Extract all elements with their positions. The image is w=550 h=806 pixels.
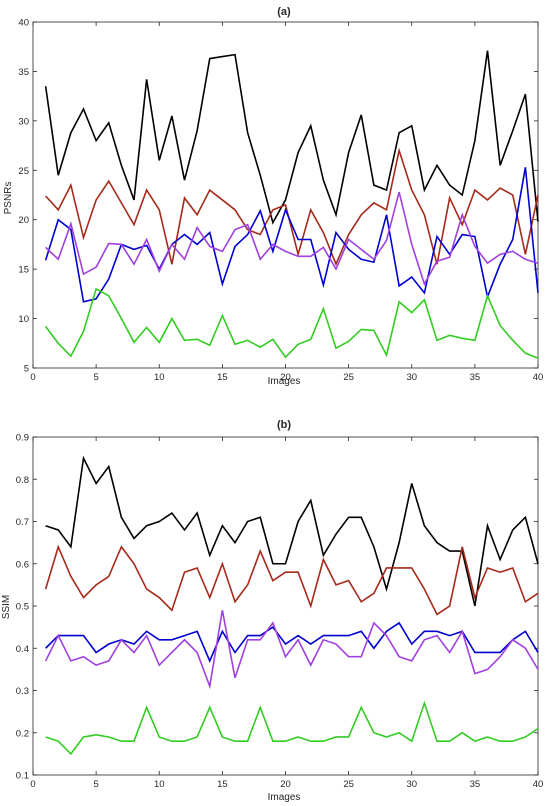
x-tick-label: 0 — [30, 372, 35, 383]
x-tick-label: 30 — [406, 372, 417, 383]
series-line-1 — [44, 50, 539, 225]
y-tick-label: 0.5 — [16, 602, 29, 613]
x-axis-label-b: Images — [268, 792, 301, 803]
x-tick-label: 10 — [154, 779, 165, 790]
x-tick-label: 30 — [406, 779, 417, 790]
series-line-2 — [45, 147, 539, 267]
y-tick-label: 10 — [18, 314, 29, 325]
x-tick-label: 40 — [533, 779, 544, 790]
y-tick-label: 0.8 — [16, 475, 29, 486]
x-tick-label: 25 — [343, 372, 354, 383]
x-tick-label: 10 — [154, 372, 165, 383]
x-tick-label: 35 — [470, 372, 481, 383]
x-axis-label-a: Images — [268, 376, 301, 387]
y-tick-label: 0.7 — [16, 517, 29, 528]
x-tick-label: 15 — [217, 372, 228, 383]
y-tick-label: 30 — [18, 116, 29, 127]
y-tick-label: 0.9 — [16, 433, 29, 444]
chart-panel-b: (b) Images SSIM 0 5 10 15 20 25 30 35 40 0.1 0.2 0.… — [1, 419, 543, 803]
x-tick-label: 35 — [470, 779, 481, 790]
y-tick-label: 20 — [18, 215, 29, 226]
chart-title-b: (b) — [277, 419, 291, 431]
y-axis-label-a: PSNRs — [3, 182, 14, 215]
x-tick-label: 5 — [93, 372, 98, 383]
plot-area-b: 0 5 10 15 20 25 30 35 40 0.1 0.2 0.3 0.4 0.5 0.6 0.7 0.8… — [16, 433, 544, 791]
y-tick-label: 35 — [18, 67, 29, 78]
series-line-2 — [44, 544, 539, 616]
y-axis-label-b: SSIM — [1, 595, 12, 619]
series-line-3 — [44, 167, 539, 303]
y-tick-label: 15 — [18, 265, 29, 276]
series-line-4 — [44, 610, 539, 690]
y-tick-label: 0.2 — [16, 728, 29, 739]
y-tick-label: 0.3 — [16, 686, 29, 697]
chart-panel-a: (a) Images PSNRs 0 5 10 15 20 25 30 35 405101520… — [3, 6, 543, 387]
x-tick-label: 20 — [280, 779, 291, 790]
chart-title-a: (a) — [277, 6, 291, 18]
series-line-4 — [45, 191, 539, 286]
y-tick-label: 40 — [18, 18, 29, 29]
series-line-5 — [45, 700, 539, 756]
y-tick-label: 25 — [18, 166, 29, 177]
y-tick-label: 0.4 — [16, 644, 29, 655]
x-tick-label: 25 — [343, 779, 354, 790]
series-line-5 — [44, 287, 539, 359]
x-tick-label: 40 — [533, 372, 544, 383]
x-tick-label: 0 — [30, 779, 35, 790]
series-line-1 — [45, 455, 539, 607]
x-tick-label: 5 — [93, 779, 98, 790]
y-tick-label: 5 — [24, 364, 29, 375]
x-tick-label: 15 — [217, 779, 228, 790]
y-tick-label: 0.1 — [16, 771, 29, 782]
axes-box-b — [32, 436, 539, 776]
series-line-3 — [45, 621, 539, 663]
y-tick-label: 0.6 — [16, 559, 29, 570]
x-tick-label: 20 — [280, 372, 291, 383]
